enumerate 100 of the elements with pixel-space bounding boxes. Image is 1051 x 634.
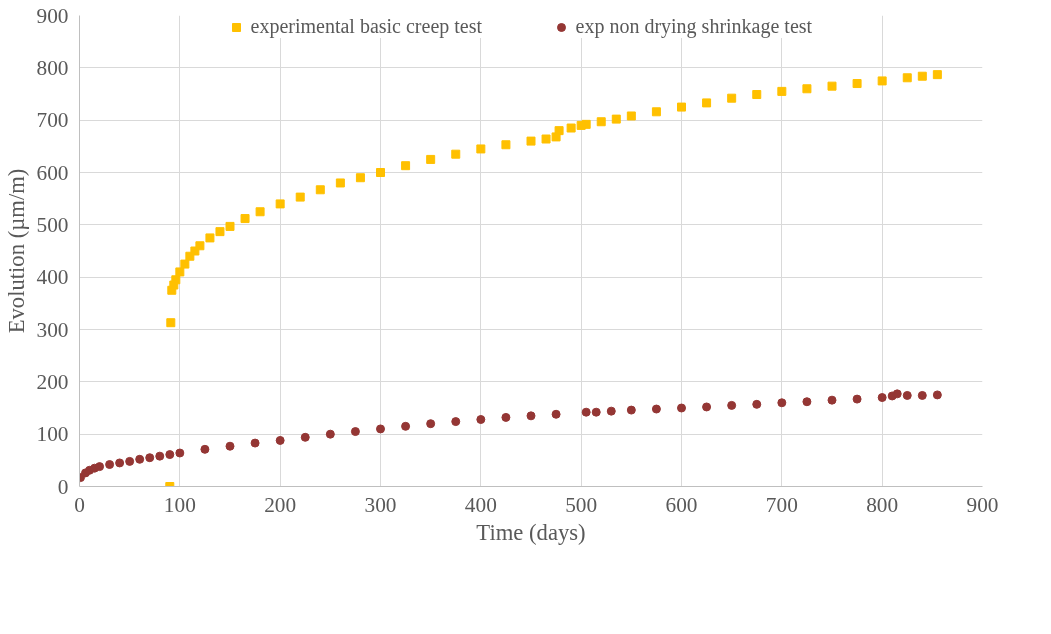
point	[702, 98, 712, 108]
point	[426, 419, 436, 429]
point	[105, 460, 115, 470]
point	[917, 71, 927, 81]
point	[171, 275, 181, 285]
x-tick-label: 700	[765, 492, 798, 517]
x-tick-label: 200	[264, 492, 297, 517]
x-tick-label: 100	[163, 492, 196, 517]
point	[255, 207, 265, 217]
point	[917, 390, 927, 400]
point	[541, 134, 551, 144]
point	[877, 393, 887, 403]
point	[591, 407, 601, 417]
point	[295, 192, 305, 202]
point	[852, 79, 862, 89]
point	[225, 221, 235, 231]
point	[606, 406, 616, 416]
point	[175, 267, 185, 277]
point	[215, 227, 225, 237]
x-tick-label: 0	[74, 492, 85, 517]
point	[426, 154, 436, 164]
point	[200, 444, 210, 454]
point	[752, 90, 762, 100]
point	[611, 114, 621, 124]
point	[932, 70, 942, 80]
legend-label: experimental basic creep test	[250, 15, 484, 38]
y-tick-label: 600	[36, 160, 69, 185]
point	[827, 81, 837, 91]
point	[752, 399, 762, 409]
point	[115, 458, 125, 468]
point	[802, 397, 812, 407]
point	[355, 173, 365, 183]
point	[677, 403, 686, 413]
x-tick-label: 400	[464, 492, 497, 517]
point	[275, 199, 285, 209]
y-tick-label: 500	[36, 212, 69, 237]
point	[401, 161, 411, 171]
point	[526, 136, 536, 146]
point	[554, 126, 564, 136]
y-tick-label: 400	[36, 265, 69, 290]
point	[501, 412, 511, 422]
point	[165, 450, 175, 460]
point	[401, 421, 411, 431]
point	[335, 178, 345, 188]
point	[651, 107, 661, 117]
x-tick-label: 600	[665, 492, 698, 517]
y-tick-label: 800	[36, 55, 69, 80]
point	[626, 111, 636, 121]
point	[581, 119, 591, 129]
y-tick-label: 0	[57, 474, 69, 499]
point	[802, 84, 812, 94]
point	[476, 415, 486, 425]
point	[892, 389, 902, 399]
point	[476, 144, 486, 154]
point	[501, 140, 511, 150]
point	[551, 409, 561, 419]
point	[205, 233, 215, 243]
point	[902, 390, 912, 400]
point	[135, 454, 145, 464]
y-tick-label: 700	[36, 108, 69, 133]
point	[651, 404, 661, 414]
point	[777, 86, 787, 96]
point	[275, 435, 285, 445]
point	[877, 76, 887, 86]
point	[155, 451, 165, 461]
point	[451, 149, 461, 159]
point	[581, 407, 591, 417]
x-tick-label: 300	[364, 492, 397, 517]
y-tick-label: 200	[36, 369, 69, 394]
legend-label: exp non drying shrinkage test	[575, 15, 814, 38]
x-tick-label: 800	[866, 492, 899, 517]
point	[827, 395, 837, 405]
point	[250, 438, 260, 448]
point	[566, 123, 576, 133]
point	[902, 73, 912, 83]
point	[350, 427, 360, 437]
point	[180, 259, 190, 269]
x-tick-label: 500	[565, 492, 598, 517]
point	[315, 185, 325, 195]
point	[175, 448, 185, 458]
point	[626, 405, 636, 415]
point	[677, 102, 686, 112]
point	[195, 241, 205, 251]
point	[300, 432, 310, 442]
point	[225, 441, 235, 451]
point	[376, 168, 385, 177]
y-tick-label: 300	[36, 317, 69, 342]
point	[145, 453, 155, 463]
point	[932, 390, 942, 400]
point	[95, 462, 105, 472]
point	[852, 394, 862, 404]
point	[166, 318, 176, 328]
y-tick-label: 100	[36, 422, 69, 447]
point	[727, 400, 737, 410]
y-tick-label: 900	[36, 3, 69, 28]
x-tick-label: 900	[966, 492, 999, 517]
x-axis-title: Time (days)	[476, 519, 586, 545]
y-axis-title: Evolution (µm/m)	[3, 168, 29, 334]
point	[702, 402, 712, 412]
point	[596, 117, 606, 127]
